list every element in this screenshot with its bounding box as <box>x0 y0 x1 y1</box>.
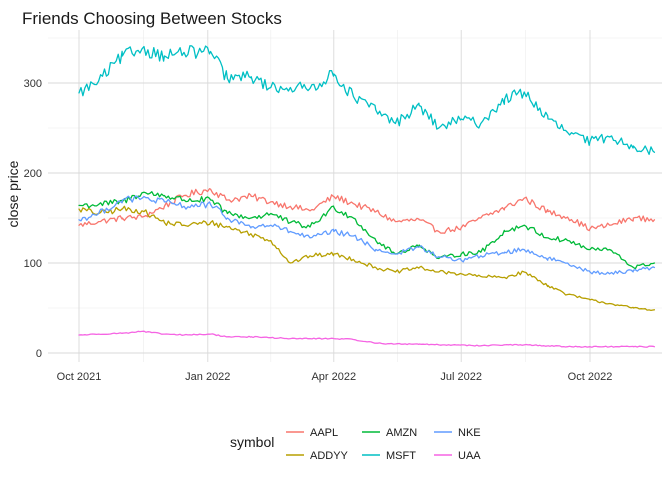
series-line-amzn <box>78 191 656 270</box>
x-tick-label: Oct 2021 <box>57 371 102 383</box>
x-tick-label: Apr 2022 <box>311 371 356 383</box>
plot-panel <box>78 45 656 348</box>
y-tick-label: 0 <box>36 348 42 360</box>
series-line-uaa <box>78 330 656 348</box>
series-line-msft <box>78 45 656 156</box>
legend-label: AAPL <box>310 427 338 439</box>
legend-label: MSFT <box>386 450 416 462</box>
y-tick-label: 200 <box>24 168 42 180</box>
chart-title: Friends Choosing Between Stocks <box>22 9 282 28</box>
legend-label: UAA <box>458 450 481 462</box>
legend-item-uaa: UAA <box>434 450 481 462</box>
legend-title: symbol <box>230 434 274 450</box>
x-tick-label: Jul 2022 <box>440 371 482 383</box>
x-axis: Oct 2021 Jan 2022 Apr 2022 Jul 2022 Oct 2022 <box>57 371 613 383</box>
legend: symbol AAPL ADDYY AMZN MSFT NKE UAA <box>230 427 481 462</box>
legend-item-amzn: AMZN <box>362 427 417 439</box>
series-line-nke <box>78 195 656 275</box>
legend-item-nke: NKE <box>434 427 481 439</box>
legend-item-msft: MSFT <box>362 450 416 462</box>
legend-label: AMZN <box>386 427 417 439</box>
legend-label: ADDYY <box>310 450 349 462</box>
x-tick-label: Oct 2022 <box>568 371 613 383</box>
series-line-aapl <box>78 188 656 234</box>
legend-item-addyy: ADDYY <box>286 450 349 462</box>
y-axis: 0 100 200 300 <box>24 78 42 360</box>
legend-label: NKE <box>458 427 481 439</box>
grid <box>48 30 662 362</box>
series-line-addyy <box>78 205 656 312</box>
y-axis-title: close price <box>5 160 21 227</box>
y-tick-label: 100 <box>24 258 42 270</box>
y-tick-label: 300 <box>24 78 42 90</box>
x-tick-label: Jan 2022 <box>185 371 230 383</box>
legend-item-aapl: AAPL <box>286 427 338 439</box>
